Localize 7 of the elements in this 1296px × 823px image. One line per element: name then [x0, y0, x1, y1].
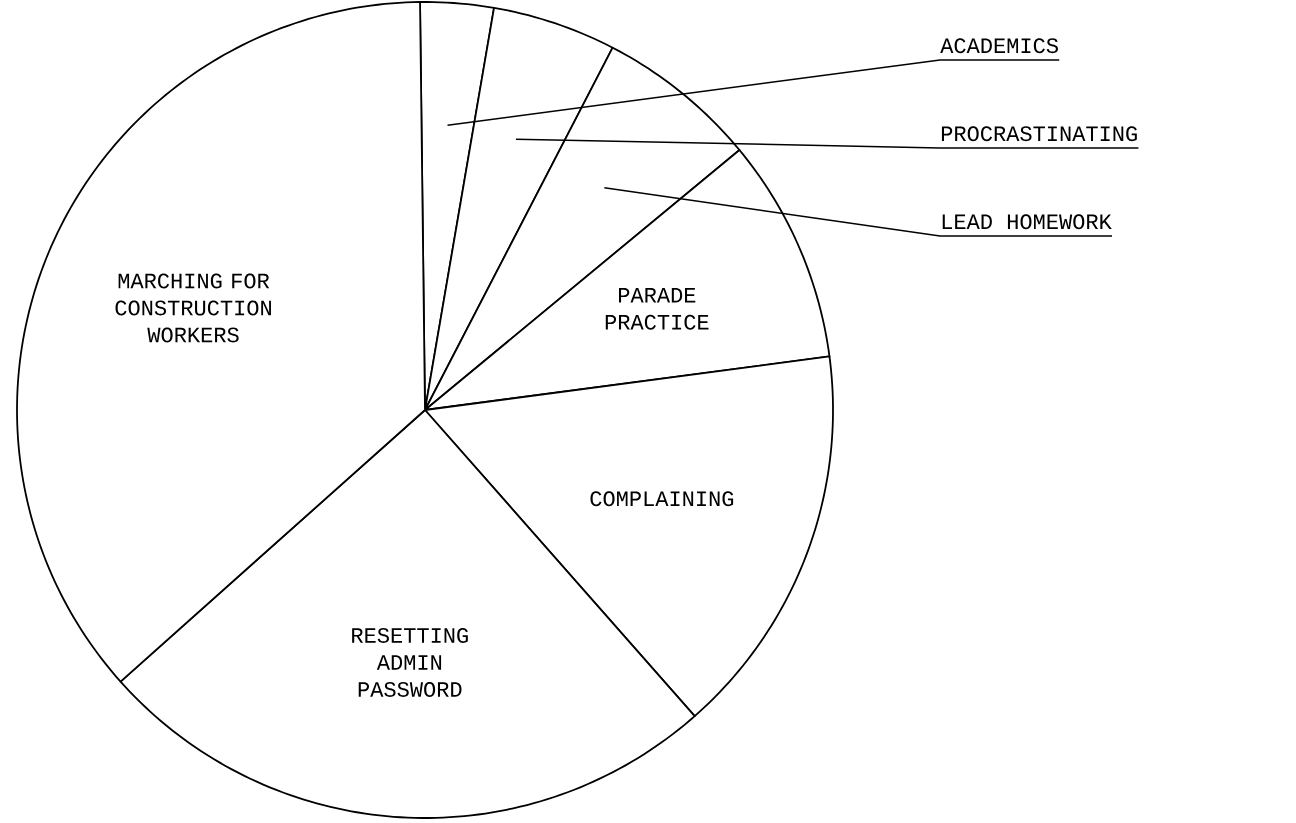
slice-label: ACADEMICS: [940, 38, 1058, 54]
slice-label: COMPLAINING: [590, 491, 734, 507]
slice-label: PARADE PRACTICE: [605, 288, 709, 330]
slice-label: LEAD HOMEWORK: [942, 214, 1112, 230]
slice-label: MARCHING FOR CONSTRUCTION WORKERS: [115, 273, 271, 343]
slice-label: RESETTING ADMIN PASSWORD: [352, 628, 468, 697]
slice-label: PROCRASTINATING: [941, 126, 1137, 142]
